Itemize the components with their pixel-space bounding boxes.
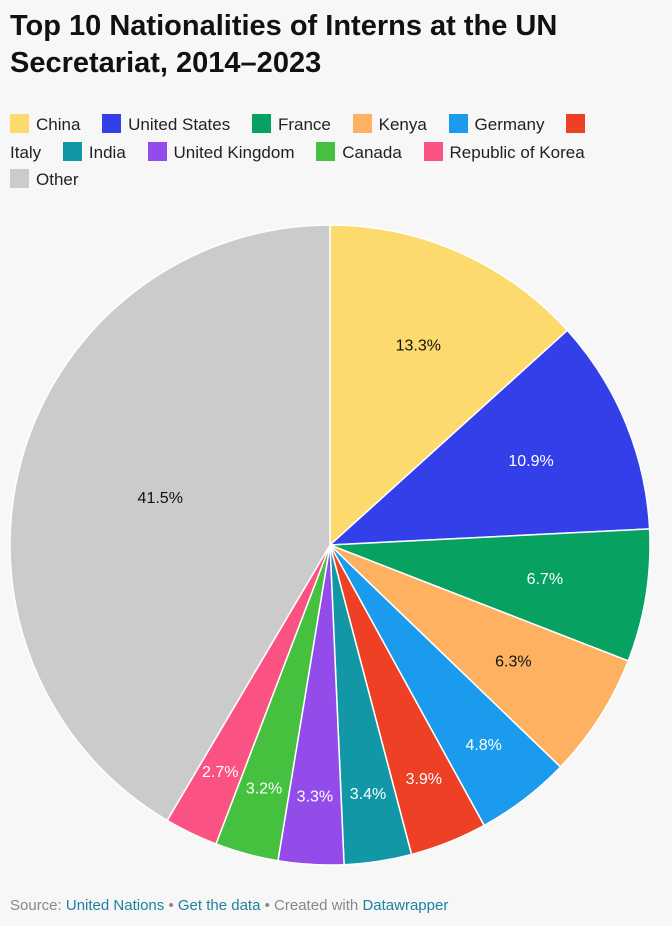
legend-label: Canada bbox=[342, 142, 402, 162]
slice-value-label: 13.3% bbox=[396, 337, 441, 354]
footer-separator: • bbox=[264, 897, 270, 914]
legend-swatch bbox=[566, 114, 586, 133]
pie-slice[interactable] bbox=[9, 224, 331, 822]
legend-item: Republic of Korea bbox=[423, 141, 585, 162]
legend-label: Kenya bbox=[378, 115, 427, 134]
legend-item: Germany bbox=[448, 114, 545, 134]
chart-footer: Source: United Nations • Get the data • … bbox=[10, 897, 448, 914]
legend-swatch bbox=[102, 114, 122, 133]
pie-slice[interactable] bbox=[329, 224, 569, 547]
legend-swatch bbox=[62, 141, 82, 161]
legend-item: Other bbox=[10, 169, 79, 189]
source-link[interactable]: United Nations bbox=[65, 897, 165, 914]
legend-item: India bbox=[62, 141, 126, 162]
chart-title: Top 10 Nationalities of Interns at the U… bbox=[10, 10, 558, 79]
legend-label: France bbox=[277, 115, 331, 134]
legend-item: United States bbox=[102, 114, 231, 134]
datawrapper-link[interactable]: Datawrapper bbox=[362, 897, 449, 914]
slice-value-label: 6.3% bbox=[495, 653, 531, 670]
slice-value-label: 2.7% bbox=[202, 764, 238, 781]
get-data-link[interactable]: Get the data bbox=[177, 897, 261, 914]
legend-swatch bbox=[10, 114, 29, 133]
slice-value-label: 41.5% bbox=[138, 490, 183, 507]
legend-label: Italy bbox=[10, 142, 42, 162]
legend-swatch bbox=[316, 141, 336, 161]
legend-label: Germany bbox=[474, 115, 545, 134]
legend-item: United Kingdom bbox=[147, 141, 295, 162]
legend-item: Italy bbox=[10, 114, 592, 162]
slice-value-label: 3.9% bbox=[406, 771, 442, 788]
slice-value-label: 4.8% bbox=[465, 737, 501, 754]
source-prefix: Source: bbox=[10, 897, 62, 914]
pie-slice[interactable] bbox=[329, 544, 630, 769]
legend-swatch bbox=[251, 114, 271, 133]
legend-label: Other bbox=[36, 170, 79, 189]
legend-item: France bbox=[251, 114, 331, 134]
legend-label: China bbox=[36, 115, 81, 134]
legend-label: India bbox=[88, 142, 126, 162]
legend-item: Kenya bbox=[352, 114, 427, 134]
legend-swatch bbox=[10, 169, 29, 188]
pie-slice[interactable] bbox=[329, 528, 651, 662]
slice-value-label: 3.3% bbox=[297, 789, 333, 806]
legend-swatch bbox=[423, 141, 443, 161]
created-with-text: Created with bbox=[274, 897, 359, 914]
slice-value-label: 3.2% bbox=[246, 780, 282, 797]
pie-slice[interactable] bbox=[327, 329, 651, 546]
legend-swatch bbox=[448, 114, 468, 133]
legend-label: United Kingdom bbox=[173, 142, 295, 162]
legend-label: Republic of Korea bbox=[449, 142, 585, 162]
pie-chart: 13.3% 10.9% 6.7% 6.3% 4.8% 3.9% 3.4% 3.3% 3.2% 2.… bbox=[9, 224, 651, 866]
legend-label: United States bbox=[128, 115, 231, 134]
chart-legend: China United States France Kenya Germany… bbox=[10, 111, 630, 194]
footer-separator: • bbox=[168, 897, 174, 914]
legend-swatch bbox=[147, 141, 167, 161]
legend-item: Canada bbox=[316, 141, 402, 162]
slice-value-label: 3.4% bbox=[350, 786, 386, 803]
legend-swatch bbox=[352, 114, 372, 133]
legend-item: China bbox=[10, 114, 81, 134]
slice-value-label: 10.9% bbox=[508, 453, 553, 470]
slice-value-label: 6.7% bbox=[527, 571, 563, 588]
